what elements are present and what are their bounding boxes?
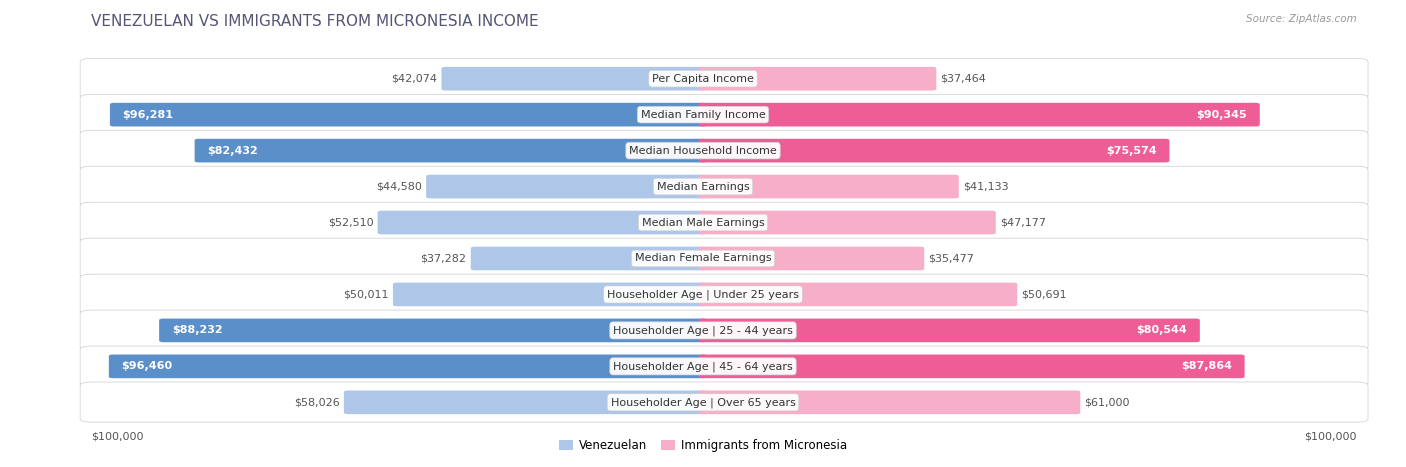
Text: Per Capita Income: Per Capita Income [652, 74, 754, 84]
FancyBboxPatch shape [80, 202, 1368, 242]
FancyBboxPatch shape [699, 175, 959, 198]
FancyBboxPatch shape [80, 58, 1368, 99]
FancyBboxPatch shape [108, 354, 707, 378]
Text: Householder Age | Over 65 years: Householder Age | Over 65 years [610, 397, 796, 408]
Text: $88,232: $88,232 [172, 325, 222, 335]
FancyBboxPatch shape [80, 382, 1368, 422]
FancyBboxPatch shape [699, 103, 1260, 127]
Text: $96,460: $96,460 [121, 361, 173, 371]
Text: $87,864: $87,864 [1181, 361, 1232, 371]
FancyBboxPatch shape [699, 139, 1170, 163]
Text: $50,691: $50,691 [1022, 290, 1067, 299]
Legend: Venezuelan, Immigrants from Micronesia: Venezuelan, Immigrants from Micronesia [554, 434, 852, 456]
FancyBboxPatch shape [80, 274, 1368, 314]
FancyBboxPatch shape [699, 283, 1018, 306]
FancyBboxPatch shape [80, 130, 1368, 170]
Text: Householder Age | Under 25 years: Householder Age | Under 25 years [607, 289, 799, 300]
Text: $96,281: $96,281 [122, 110, 173, 120]
FancyBboxPatch shape [80, 238, 1368, 278]
Text: $44,580: $44,580 [375, 182, 422, 191]
Text: $100,000: $100,000 [1305, 432, 1357, 442]
FancyBboxPatch shape [699, 318, 1199, 342]
FancyBboxPatch shape [699, 67, 936, 91]
FancyBboxPatch shape [80, 310, 1368, 350]
Text: Median Female Earnings: Median Female Earnings [634, 254, 772, 263]
FancyBboxPatch shape [699, 247, 924, 270]
Text: $47,177: $47,177 [1000, 218, 1046, 227]
FancyBboxPatch shape [194, 139, 707, 163]
FancyBboxPatch shape [699, 354, 1244, 378]
FancyBboxPatch shape [392, 283, 707, 306]
Text: $42,074: $42,074 [391, 74, 437, 84]
Text: VENEZUELAN VS IMMIGRANTS FROM MICRONESIA INCOME: VENEZUELAN VS IMMIGRANTS FROM MICRONESIA… [91, 14, 538, 29]
Text: $41,133: $41,133 [963, 182, 1008, 191]
Text: $75,574: $75,574 [1107, 146, 1157, 156]
FancyBboxPatch shape [344, 390, 707, 414]
Text: $35,477: $35,477 [928, 254, 974, 263]
Text: $37,464: $37,464 [941, 74, 987, 84]
FancyBboxPatch shape [471, 247, 707, 270]
Text: Median Earnings: Median Earnings [657, 182, 749, 191]
Text: Median Household Income: Median Household Income [628, 146, 778, 156]
Text: $58,026: $58,026 [294, 397, 340, 407]
FancyBboxPatch shape [110, 103, 707, 127]
Text: Source: ZipAtlas.com: Source: ZipAtlas.com [1246, 14, 1357, 24]
FancyBboxPatch shape [378, 211, 707, 234]
FancyBboxPatch shape [80, 346, 1368, 386]
Text: Householder Age | 45 - 64 years: Householder Age | 45 - 64 years [613, 361, 793, 372]
FancyBboxPatch shape [159, 318, 707, 342]
Text: $37,282: $37,282 [420, 254, 467, 263]
Text: Median Family Income: Median Family Income [641, 110, 765, 120]
Text: $82,432: $82,432 [207, 146, 259, 156]
Text: $52,510: $52,510 [328, 218, 374, 227]
FancyBboxPatch shape [80, 94, 1368, 134]
FancyBboxPatch shape [441, 67, 707, 91]
Text: Median Male Earnings: Median Male Earnings [641, 218, 765, 227]
FancyBboxPatch shape [699, 390, 1080, 414]
FancyBboxPatch shape [426, 175, 707, 198]
Text: $80,544: $80,544 [1136, 325, 1187, 335]
Text: $90,345: $90,345 [1197, 110, 1247, 120]
Text: $50,011: $50,011 [343, 290, 388, 299]
FancyBboxPatch shape [699, 211, 995, 234]
Text: $61,000: $61,000 [1084, 397, 1130, 407]
Text: Householder Age | 25 - 44 years: Householder Age | 25 - 44 years [613, 325, 793, 336]
FancyBboxPatch shape [80, 166, 1368, 206]
Text: $100,000: $100,000 [91, 432, 143, 442]
